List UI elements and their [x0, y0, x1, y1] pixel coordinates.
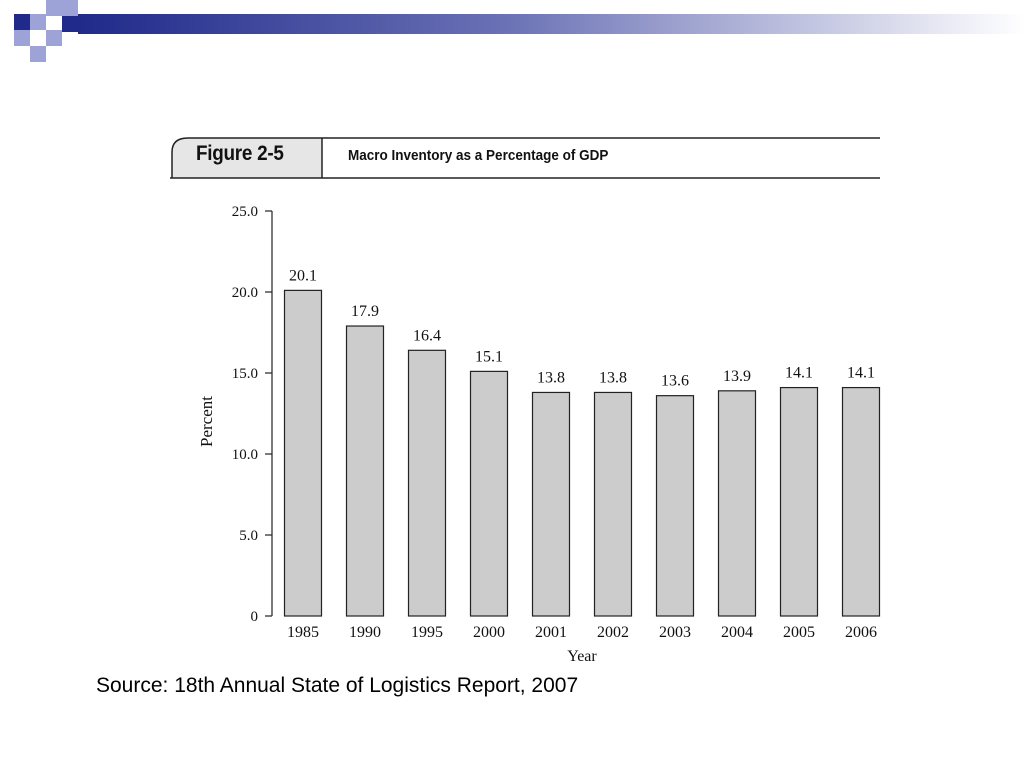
- figure-title: Macro Inventory as a Percentage of GDP: [348, 147, 609, 164]
- x-tick-label: 2003: [659, 624, 691, 641]
- x-tick-label: 1985: [287, 624, 319, 641]
- y-tick-label: 15.0: [232, 366, 258, 382]
- bar: [593, 391, 633, 617]
- bar-value-label: 17.9: [351, 303, 379, 320]
- bar: [717, 390, 757, 617]
- bar-value-label: 20.1: [289, 267, 317, 284]
- bar-value-label: 13.8: [537, 369, 565, 386]
- bar: [531, 391, 571, 617]
- x-tick-label: 2005: [783, 624, 815, 641]
- bar: [779, 386, 819, 617]
- y-tick-label: 20.0: [232, 285, 258, 301]
- x-tick-label: 2006: [845, 624, 877, 641]
- bar-value-label: 16.4: [413, 327, 441, 344]
- bar-value-label: 13.8: [599, 369, 627, 386]
- bar-value-label: 13.9: [723, 368, 751, 385]
- x-tick-label: 2000: [473, 624, 505, 641]
- bar: [407, 349, 447, 617]
- figure-label: Figure 2-5: [196, 142, 284, 165]
- x-tick-label: 2004: [721, 624, 753, 641]
- x-tick-label: 1995: [411, 624, 443, 641]
- bar: [469, 370, 509, 617]
- x-tick-label: 1990: [349, 624, 381, 641]
- slide-corner-decoration: [14, 0, 1024, 62]
- bar-value-label: 15.1: [475, 348, 503, 365]
- bar-value-label: 14.1: [847, 365, 875, 382]
- bar-chart: 0 5.0 10.0 15.0 20.0 25.0 Percent 20.1 1985 17.9 1…: [197, 204, 881, 665]
- bar: [655, 395, 695, 617]
- y-axis-title: Percent: [197, 396, 216, 447]
- x-tick-label: 2001: [535, 624, 567, 641]
- y-tick-label: 5.0: [239, 528, 258, 544]
- bar: [841, 386, 881, 617]
- y-tick-label: 25.0: [232, 204, 258, 220]
- source-note: Source: 18th Annual State of Logistics R…: [96, 674, 579, 697]
- x-axis-title: Year: [567, 648, 597, 665]
- x-tick-label: 2002: [597, 624, 629, 641]
- y-tick-label: 10.0: [232, 447, 258, 463]
- figure-header-frame: [170, 137, 880, 179]
- bar: [283, 289, 323, 617]
- bar: [345, 325, 385, 617]
- bar-value-label: 13.6: [661, 373, 689, 390]
- y-tick-label: 0: [251, 609, 259, 625]
- bar-value-label: 14.1: [785, 365, 813, 382]
